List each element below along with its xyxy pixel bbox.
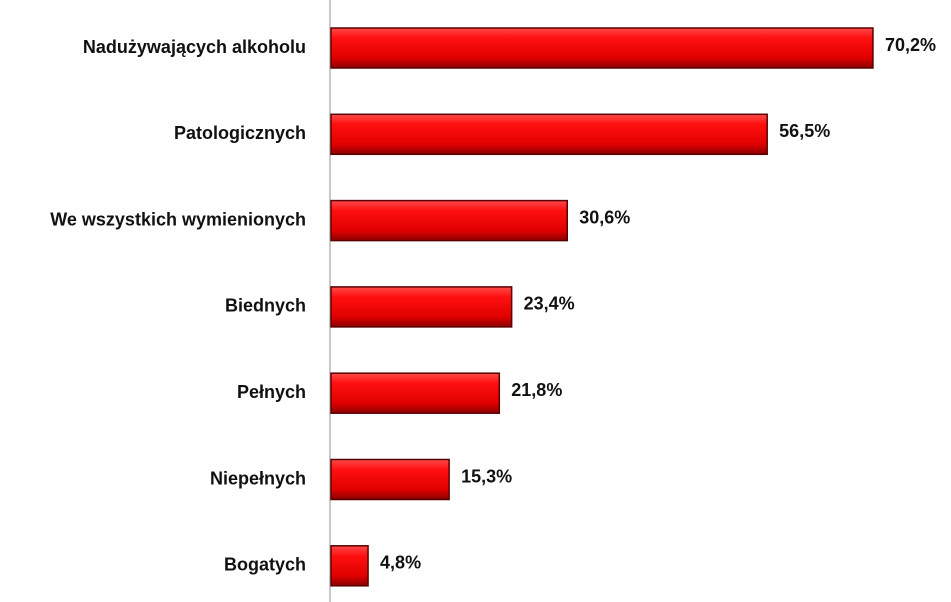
value-label: 4,8%	[380, 553, 421, 573]
value-label: 56,5%	[779, 121, 830, 141]
bar	[330, 458, 450, 501]
category-label: Niepełnych	[210, 468, 306, 488]
category-label: Pełnych	[237, 382, 306, 402]
bar	[330, 286, 513, 328]
category-label: Biednych	[225, 296, 306, 316]
bar	[330, 199, 568, 242]
value-label: 70,2%	[885, 35, 936, 55]
value-label: 30,6%	[579, 207, 630, 227]
value-label: 23,4%	[524, 294, 575, 314]
bar	[330, 545, 369, 587]
category-label: Nadużywających alkoholu	[83, 37, 306, 57]
category-label: We wszystkich wymienionych	[50, 209, 306, 229]
category-label: Patologicznych	[174, 123, 306, 143]
bar	[330, 372, 501, 414]
bar	[330, 27, 874, 69]
value-label: 15,3%	[461, 466, 512, 486]
bar	[330, 113, 768, 156]
value-label: 21,8%	[511, 380, 562, 400]
category-label: Bogatych	[224, 555, 306, 575]
